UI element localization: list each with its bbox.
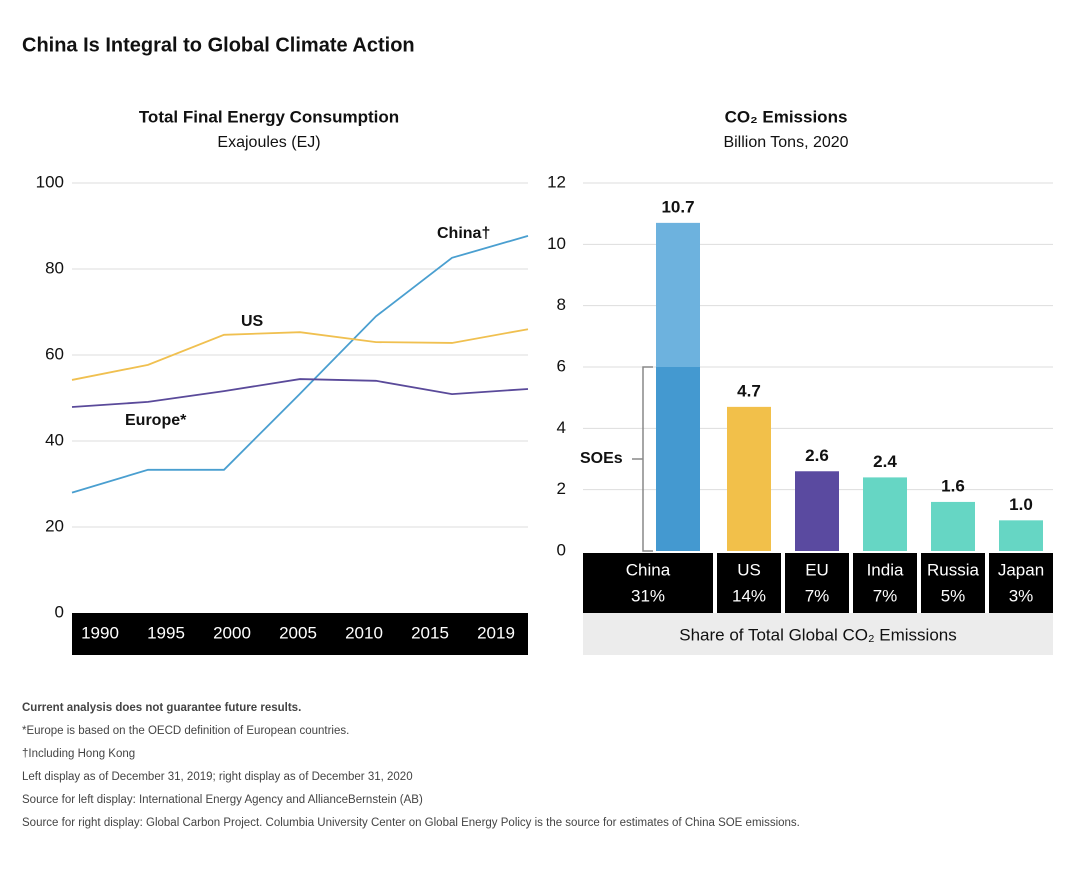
y-tick-label: 2 (557, 479, 566, 498)
y-tick-label: 0 (557, 540, 566, 559)
series-label: Europe* (125, 412, 187, 429)
page-title: China Is Integral to Global Climate Acti… (22, 34, 415, 56)
category-cell (717, 553, 781, 613)
category-cell (583, 553, 713, 613)
share-label: 31% (631, 586, 665, 605)
footnote: Source for right display: Global Carbon … (22, 817, 800, 829)
x-tick-label: 1995 (147, 623, 185, 642)
series-line (71, 235, 529, 494)
y-tick-label: 6 (557, 356, 566, 375)
y-tick-label: 40 (45, 430, 64, 449)
soe-label: SOEs (580, 450, 623, 467)
x-tick-label: China (626, 560, 671, 579)
footnote: Current analysis does not guarantee futu… (22, 702, 301, 714)
value-label: 1.0 (1009, 495, 1033, 514)
series-line (71, 328, 529, 381)
x-tick-label: 2019 (477, 623, 515, 642)
y-tick-label: 10 (547, 234, 566, 253)
chart-subtitle: Billion Tons, 2020 (723, 134, 848, 151)
y-tick-label: 12 (547, 172, 566, 191)
footer-label: Share of Total Global CO₂ Emissions (679, 625, 956, 644)
series-label: China† (437, 225, 490, 242)
series-line (71, 378, 529, 408)
x-tick-label: EU (805, 560, 829, 579)
category-cell (921, 553, 985, 613)
share-label: 14% (732, 586, 766, 605)
value-label: 4.7 (737, 381, 761, 400)
y-tick-label: 20 (45, 516, 64, 535)
soe-segment (656, 367, 700, 551)
footnote: *Europe is based on the OECD definition … (22, 725, 349, 737)
x-tick-label: 2015 (411, 623, 449, 642)
x-tick-label: Japan (998, 560, 1044, 579)
value-label: 2.6 (805, 446, 829, 465)
bar (863, 477, 907, 551)
category-cell (785, 553, 849, 613)
share-label: 5% (941, 586, 966, 605)
share-label: 3% (1009, 586, 1034, 605)
category-cell (989, 553, 1053, 613)
y-tick-label: 100 (36, 172, 64, 191)
value-label: 1.6 (941, 476, 965, 495)
y-tick-label: 0 (55, 602, 64, 621)
bar (795, 471, 839, 551)
chart-title: Total Final Energy Consumption (139, 107, 399, 126)
share-label: 7% (873, 586, 898, 605)
x-tick-label: India (867, 560, 904, 579)
x-tick-label: 1990 (81, 623, 119, 642)
y-tick-label: 4 (557, 418, 566, 437)
y-tick-label: 80 (45, 258, 64, 277)
value-label: 10.7 (661, 197, 694, 216)
bar (999, 520, 1043, 551)
chart-title: CO₂ Emissions (725, 107, 848, 126)
x-tick-label: 2000 (213, 623, 251, 642)
y-tick-label: 60 (45, 344, 64, 363)
chart-subtitle: Exajoules (EJ) (217, 134, 320, 151)
bar (931, 501, 975, 551)
value-label: 2.4 (873, 452, 897, 471)
x-tick-label: Russia (927, 560, 980, 579)
bar (727, 406, 771, 551)
footnote: †Including Hong Kong (22, 748, 135, 760)
y-tick-label: 8 (557, 295, 566, 314)
soe-bracket (642, 366, 653, 552)
x-axis-band (72, 613, 528, 655)
x-tick-label: US (737, 560, 761, 579)
x-tick-label: 2010 (345, 623, 383, 642)
share-label: 7% (805, 586, 830, 605)
category-cell (853, 553, 917, 613)
footnote: Source for left display: International E… (22, 794, 423, 806)
x-tick-label: 2005 (279, 623, 317, 642)
series-label: US (241, 313, 264, 330)
footnote: Left display as of December 31, 2019; ri… (22, 771, 413, 783)
footer-band (583, 613, 1053, 655)
